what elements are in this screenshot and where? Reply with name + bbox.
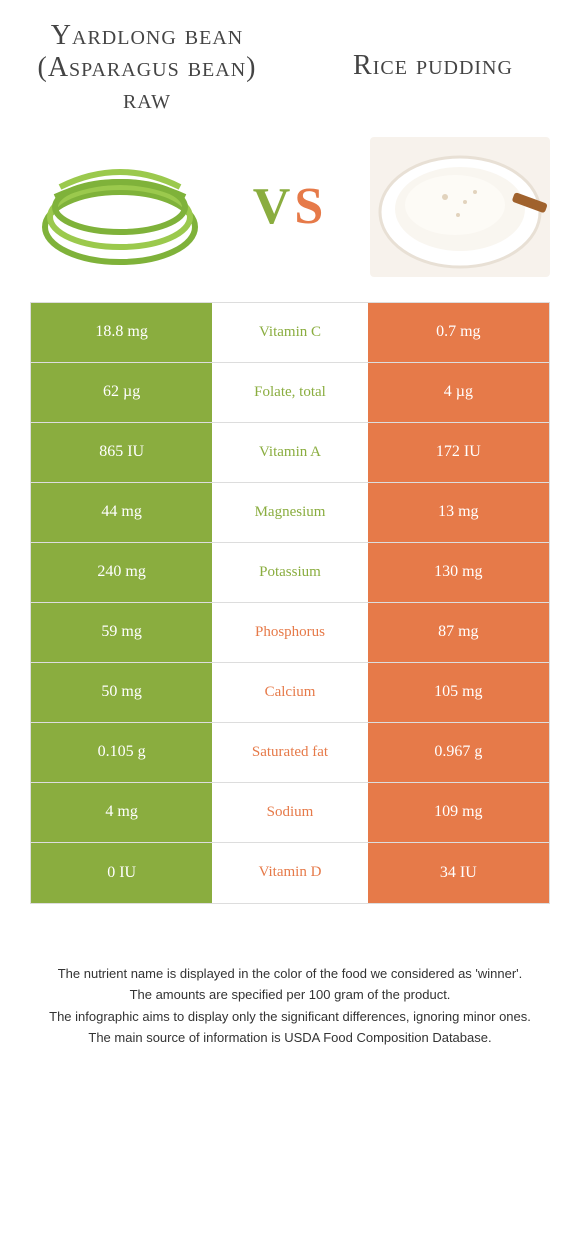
nutrient-name: Vitamin C bbox=[212, 303, 367, 362]
value-left: 0 IU bbox=[31, 843, 212, 903]
value-right: 34 IU bbox=[368, 843, 549, 903]
table-row: 0.105 gSaturated fat0.967 g bbox=[31, 723, 549, 783]
nutrient-name: Saturated fat bbox=[212, 723, 367, 782]
nutrient-name: Vitamin D bbox=[212, 843, 367, 903]
title-right: Rice pudding bbox=[316, 50, 550, 82]
value-right: 105 mg bbox=[368, 663, 549, 722]
value-left: 865 IU bbox=[31, 423, 212, 482]
footer-line: The nutrient name is displayed in the co… bbox=[30, 964, 550, 984]
images-row: VS bbox=[30, 137, 550, 277]
nutrient-table: 18.8 mgVitamin C0.7 mg62 µgFolate, total… bbox=[30, 302, 550, 904]
value-left: 62 µg bbox=[31, 363, 212, 422]
table-row: 50 mgCalcium105 mg bbox=[31, 663, 549, 723]
food-image-right bbox=[370, 137, 550, 277]
table-row: 44 mgMagnesium13 mg bbox=[31, 483, 549, 543]
value-right: 4 µg bbox=[368, 363, 549, 422]
nutrient-name: Phosphorus bbox=[212, 603, 367, 662]
table-row: 0 IUVitamin D34 IU bbox=[31, 843, 549, 903]
nutrient-name: Folate, total bbox=[212, 363, 367, 422]
table-row: 240 mgPotassium130 mg bbox=[31, 543, 549, 603]
footer-line: The infographic aims to display only the… bbox=[30, 1007, 550, 1027]
nutrient-name: Sodium bbox=[212, 783, 367, 842]
value-right: 109 mg bbox=[368, 783, 549, 842]
nutrient-name: Vitamin A bbox=[212, 423, 367, 482]
table-row: 59 mgPhosphorus87 mg bbox=[31, 603, 549, 663]
vs-label: VS bbox=[253, 177, 327, 236]
value-right: 87 mg bbox=[368, 603, 549, 662]
food-image-left bbox=[30, 137, 210, 277]
vs-s: S bbox=[294, 178, 327, 235]
value-right: 0.7 mg bbox=[368, 303, 549, 362]
header: Yardlong bean (Asparagus bean) raw Rice … bbox=[30, 20, 550, 117]
value-right: 13 mg bbox=[368, 483, 549, 542]
table-row: 18.8 mgVitamin C0.7 mg bbox=[31, 303, 549, 363]
footer-notes: The nutrient name is displayed in the co… bbox=[30, 964, 550, 1048]
nutrient-name: Calcium bbox=[212, 663, 367, 722]
value-right: 0.967 g bbox=[368, 723, 549, 782]
value-left: 50 mg bbox=[31, 663, 212, 722]
value-left: 18.8 mg bbox=[31, 303, 212, 362]
title-left: Yardlong bean (Asparagus bean) raw bbox=[30, 20, 264, 117]
value-left: 240 mg bbox=[31, 543, 212, 602]
value-right: 130 mg bbox=[368, 543, 549, 602]
nutrient-name: Magnesium bbox=[212, 483, 367, 542]
vs-v: V bbox=[253, 178, 295, 235]
value-left: 4 mg bbox=[31, 783, 212, 842]
value-left: 59 mg bbox=[31, 603, 212, 662]
value-left: 0.105 g bbox=[31, 723, 212, 782]
table-row: 865 IUVitamin A172 IU bbox=[31, 423, 549, 483]
footer-line: The amounts are specified per 100 gram o… bbox=[30, 985, 550, 1005]
table-row: 62 µgFolate, total4 µg bbox=[31, 363, 549, 423]
nutrient-name: Potassium bbox=[212, 543, 367, 602]
table-row: 4 mgSodium109 mg bbox=[31, 783, 549, 843]
footer-line: The main source of information is USDA F… bbox=[30, 1028, 550, 1048]
value-left: 44 mg bbox=[31, 483, 212, 542]
value-right: 172 IU bbox=[368, 423, 549, 482]
